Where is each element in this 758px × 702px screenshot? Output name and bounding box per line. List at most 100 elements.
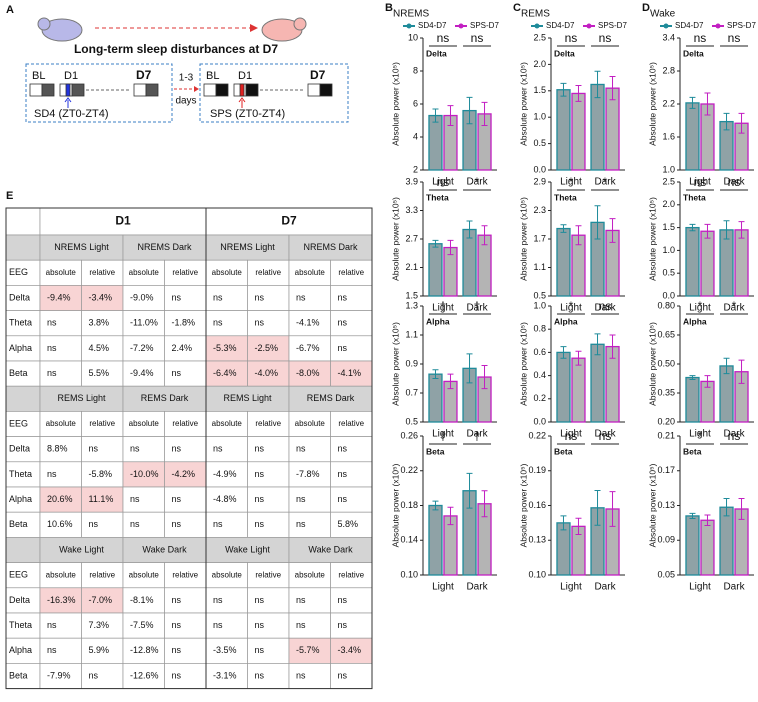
- column-header: absolute: [212, 570, 243, 579]
- label: D1: [238, 70, 252, 82]
- significance-label: ns: [694, 175, 707, 189]
- table-value: ns: [172, 368, 182, 378]
- table-cell: [81, 587, 124, 614]
- x-tick-label: Light: [432, 177, 454, 188]
- significance-label: ns: [599, 299, 612, 313]
- error-bar: [447, 239, 454, 256]
- table-value: ns: [338, 620, 348, 630]
- y-tick-label: 0.5: [533, 138, 546, 148]
- y-axis-label: Absolute power (x10⁵): [647, 322, 657, 406]
- diagram-title: Long-term sleep disturbances at D7: [74, 42, 278, 56]
- table-cell: [122, 537, 207, 563]
- table-cell: [39, 234, 124, 261]
- table-value: ns: [296, 292, 306, 302]
- y-tick-label: 0.19: [528, 465, 546, 475]
- table-value: ns: [255, 444, 265, 454]
- bar: [719, 506, 734, 576]
- y-tick-label: 1.3: [405, 300, 418, 310]
- y-tick-label: 0.4: [533, 370, 546, 380]
- gap-label: 1-3: [179, 73, 194, 84]
- column-header: absolute: [129, 419, 160, 428]
- significance-label: ns: [471, 31, 484, 45]
- condition-header: Wake Dark: [308, 544, 353, 554]
- error-bar: [594, 489, 601, 526]
- y-tick-label: 0.20: [657, 416, 675, 426]
- table-value: ns: [172, 645, 182, 655]
- table-value: 8.8%: [47, 444, 68, 454]
- y-tick-label: 0.0: [662, 290, 675, 300]
- y-tick-label: 0.9: [405, 358, 418, 368]
- table-cell: [81, 259, 124, 286]
- error-bar: [723, 112, 730, 131]
- column-header: absolute: [295, 268, 326, 277]
- y-axis-label: Absolute power (x10⁵): [518, 197, 528, 281]
- table-value: -6.4%: [213, 368, 237, 378]
- bar: [590, 343, 605, 423]
- y-tick-label: 2.5: [662, 176, 675, 186]
- table-value: ns: [172, 670, 182, 680]
- y-tick-label: 1.0: [662, 164, 675, 174]
- band-title: Delta: [554, 48, 575, 58]
- significance-label: *: [732, 299, 737, 313]
- table-value: -7.9%: [47, 670, 71, 680]
- band-title: Alpha: [554, 316, 578, 326]
- error-bar: [560, 224, 567, 233]
- table-cell: [164, 562, 207, 589]
- table-cell: [330, 335, 373, 362]
- table-value: -11.0%: [130, 318, 158, 328]
- y-tick-label: 0.35: [657, 387, 675, 397]
- table-cell: [39, 285, 82, 311]
- y-tick-label: 0.2: [533, 393, 546, 403]
- table-value: ns: [213, 318, 223, 328]
- group-header: D7: [281, 214, 297, 228]
- legend-label: SPS-D7: [470, 21, 499, 30]
- table-cell: [39, 436, 82, 463]
- error-bar: [689, 223, 696, 232]
- table-cell: [330, 511, 373, 538]
- arrow: [238, 97, 246, 108]
- column-title: Wake: [650, 9, 676, 20]
- table-value: -16.3%: [47, 595, 76, 605]
- legend-dot: [663, 23, 669, 29]
- table-cell: [164, 335, 207, 362]
- y-tick-label: 8: [413, 65, 418, 75]
- table-value: ns: [338, 595, 348, 605]
- table-value: ns: [47, 368, 57, 378]
- table-cell: [330, 612, 373, 639]
- column-header: relative: [255, 419, 281, 428]
- bar: [719, 229, 734, 297]
- x-tick-label: Dark: [466, 177, 488, 188]
- gap-label: days: [175, 96, 196, 107]
- table-cell: [122, 310, 165, 337]
- table-cell: [5, 234, 41, 261]
- table-value: ns: [255, 469, 265, 479]
- table-cell: [39, 461, 82, 488]
- row-label: Alpha: [9, 494, 32, 504]
- bar: [428, 373, 443, 423]
- y-axis-label: Absolute power (x10⁵): [518, 62, 528, 146]
- timeline-box: [199, 63, 349, 123]
- y-tick-label: 0.0: [533, 164, 546, 174]
- table-value: -4.2%: [172, 469, 196, 479]
- x-tick-label: Dark: [594, 429, 616, 440]
- error-bar: [738, 359, 745, 384]
- legend-dot: [406, 23, 412, 29]
- table-cell: [288, 234, 373, 261]
- table-value: ns: [47, 469, 57, 479]
- column-header: EEG: [9, 267, 28, 277]
- table-cell: [288, 537, 373, 563]
- table-value: ns: [213, 620, 223, 630]
- significance-label: *: [698, 429, 703, 443]
- panel-letter: E: [6, 190, 13, 202]
- table-value: ns: [338, 444, 348, 454]
- timeline-right: [203, 83, 333, 97]
- row-label: Delta: [9, 292, 30, 302]
- error-bar: [560, 515, 567, 531]
- significance-label: *: [603, 175, 608, 189]
- table-cell: [288, 335, 331, 362]
- table-cell: [288, 587, 331, 614]
- table-cell: [5, 411, 41, 437]
- table-value: -5.3%: [213, 343, 237, 353]
- y-tick-label: 0.16: [528, 500, 546, 510]
- table-value: ns: [172, 519, 182, 529]
